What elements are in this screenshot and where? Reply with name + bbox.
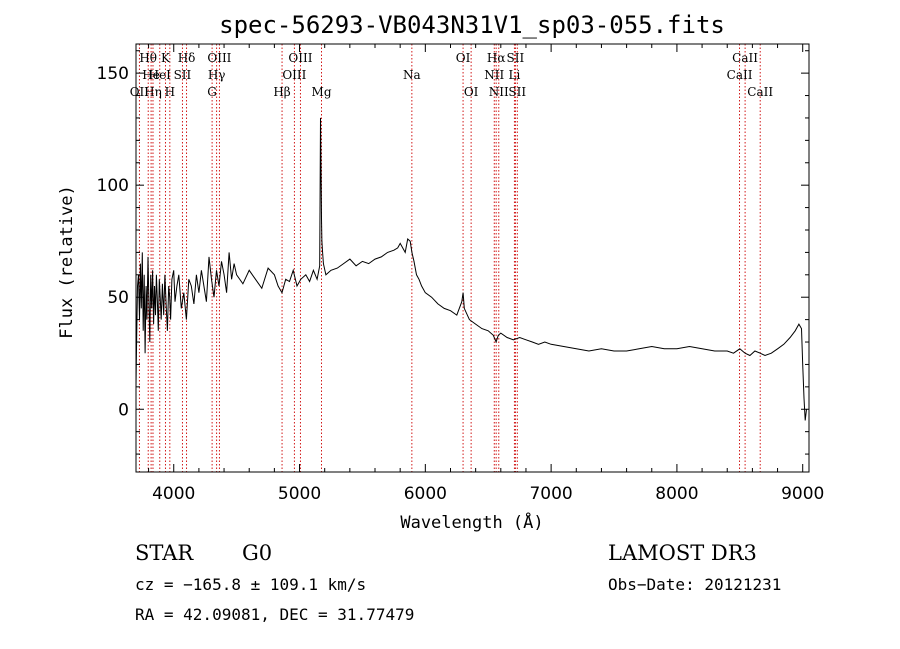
flux-series-line bbox=[135, 117, 807, 421]
object-subclass: G0 bbox=[242, 541, 272, 565]
y-axis-ticks: 0 50 100 150 bbox=[97, 50, 809, 455]
line-label: OI bbox=[456, 51, 471, 65]
line-label: Mg bbox=[312, 85, 332, 99]
line-label: NII bbox=[484, 68, 504, 82]
line-label: Hδ bbox=[178, 51, 196, 65]
plot-frame bbox=[135, 43, 810, 473]
line-label: Hη bbox=[144, 85, 162, 99]
line-label: CaII bbox=[747, 85, 773, 99]
line-label: G bbox=[207, 85, 217, 99]
line-label: He bbox=[142, 68, 160, 82]
line-label: CaII bbox=[727, 68, 753, 82]
survey-name: LAMOST DR3 bbox=[608, 541, 757, 565]
x-axis-ticks: 4000 5000 6000 7000 8000 9000 bbox=[148, 44, 824, 504]
redshift-readout: cz = −165.8 ± 109.1 km/s bbox=[135, 575, 366, 594]
line-label: OI bbox=[464, 85, 479, 99]
line-label: Li bbox=[508, 68, 520, 82]
x-tick-label: 5000 bbox=[278, 484, 321, 504]
line-label: OIII bbox=[207, 51, 231, 65]
y-tick-label: 150 bbox=[97, 64, 129, 84]
line-label: Hα bbox=[487, 51, 506, 65]
x-tick-label: 8000 bbox=[655, 484, 698, 504]
line-label: H bbox=[165, 85, 175, 99]
line-label: OIII bbox=[282, 68, 306, 82]
line-label: Na bbox=[403, 68, 421, 82]
x-tick-label: 7000 bbox=[529, 484, 572, 504]
line-label: HeI bbox=[149, 68, 172, 82]
y-tick-label: 100 bbox=[97, 176, 129, 196]
line-label: SII bbox=[507, 51, 525, 65]
line-label: OIII bbox=[288, 51, 312, 65]
chart-title: spec-56293-VB043N31V1_sp03-055.fits bbox=[219, 11, 725, 39]
line-label: Hβ bbox=[273, 85, 290, 99]
spectral-line-markers bbox=[138, 44, 761, 472]
line-label: SII bbox=[508, 85, 526, 99]
object-class: STAR bbox=[135, 541, 194, 565]
x-tick-label: 9000 bbox=[781, 484, 824, 504]
y-tick-label: 50 bbox=[107, 288, 129, 308]
line-label: SII bbox=[174, 68, 192, 82]
x-tick-label: 4000 bbox=[152, 484, 195, 504]
line-label: NII bbox=[489, 85, 509, 99]
line-label: OII bbox=[130, 85, 150, 99]
y-tick-label: 0 bbox=[118, 400, 129, 420]
line-label: K bbox=[161, 51, 171, 65]
x-axis-label: Wavelength (Å) bbox=[400, 511, 543, 533]
observation-date: Obs−Date: 20121231 bbox=[608, 575, 781, 594]
line-label: Hγ bbox=[208, 68, 226, 82]
line-label: Hθ bbox=[139, 51, 157, 65]
coordinates-readout: RA = 42.09081, DEC = 31.77479 bbox=[135, 605, 414, 624]
line-label: CaII bbox=[732, 51, 758, 65]
y-axis-label: Flux (relative) bbox=[57, 185, 77, 339]
x-tick-label: 6000 bbox=[404, 484, 447, 504]
